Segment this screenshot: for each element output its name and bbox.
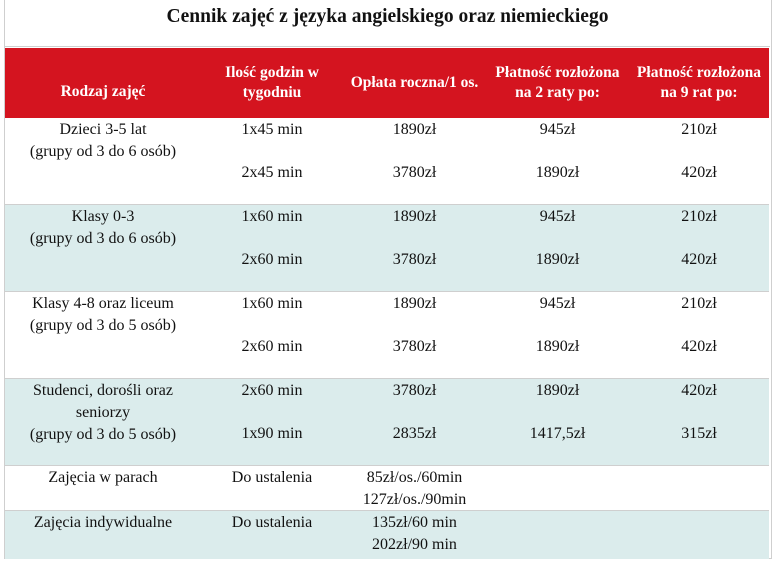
annual-fee-value: 3780zł — [392, 164, 437, 181]
table-row: Zajęcia w parach Do ustalenia 85zł/os./6… — [5, 466, 769, 511]
annual-fee-cell: 85zł/os./60min 127zł/os./90min — [343, 466, 486, 511]
annual-fee-cell: 135zł/60 min 202zł/90 min — [343, 511, 486, 559]
nine-installments-value: 420zł — [681, 251, 717, 268]
class-type-cell: Zajęcia w parach — [5, 466, 201, 511]
nine-installments-value: 210zł — [681, 121, 717, 138]
hours-value: 2x60 min — [241, 382, 303, 399]
hours-value: 1x90 min — [241, 425, 303, 442]
header-two-installments: Płatność rozłożona na 2 raty po: — [495, 64, 620, 101]
annual-fee-value: 1890zł — [392, 208, 437, 225]
annual-fee-cell: 1890zł 3780zł — [343, 205, 486, 292]
two-installments-value: 1890zł — [535, 164, 580, 181]
hours-value: 2x45 min — [241, 164, 303, 181]
class-type-line: Studenci, dorośli oraz — [33, 382, 173, 399]
annual-fee-value: 1890zł — [392, 295, 437, 312]
table-row: Klasy 0-3 (grupy od 3 do 6 osób) 1x60 mi… — [5, 204, 769, 292]
class-type-cell: Klasy 4-8 oraz liceum (grupy od 3 do 5 o… — [5, 292, 201, 379]
nine-installments-value: 420zł — [681, 382, 717, 399]
two-installments-cell — [486, 511, 629, 559]
class-type-line: Dzieci 3-5 lat — [59, 121, 147, 138]
page-frame — [4, 0, 772, 559]
class-type-line: (grupy od 3 do 6 osób) — [29, 230, 177, 247]
class-type-line: Klasy 4-8 oraz liceum — [32, 295, 174, 312]
nine-installments-cell — [629, 466, 769, 511]
annual-fee-value: 85zł/os./60min — [366, 469, 463, 486]
annual-fee-value: 127zł/os./90min — [362, 491, 467, 508]
two-installments-cell: 945zł 1890zł — [486, 205, 629, 292]
two-installments-value: 1890zł — [535, 251, 580, 268]
header-type: Rodzaj zajęć — [60, 83, 146, 100]
title-divider — [4, 46, 770, 47]
annual-fee-cell: 1890zł 3780zł — [343, 118, 486, 205]
class-type-cell: Zajęcia indywidualne — [5, 511, 201, 559]
class-type-cell: Dzieci 3-5 lat (grupy od 3 do 6 osób) — [5, 118, 201, 205]
header-annual: Opłata roczna/1 os. — [350, 74, 479, 91]
annual-fee-value: 3780zł — [392, 382, 437, 399]
hours-cell: 1x60 min 2x60 min — [201, 292, 343, 379]
two-installments-value: 945zł — [539, 121, 576, 138]
annual-fee-cell: 1890zł 3780zł — [343, 292, 486, 379]
hours-value: 1x60 min — [241, 208, 303, 225]
two-installments-value: 1890zł — [535, 338, 580, 355]
hours-value: 1x45 min — [241, 121, 303, 138]
hours-cell: 2x60 min 1x90 min — [201, 379, 343, 466]
table-row: Studenci, dorośli oraz seniorzy (grupy o… — [5, 378, 769, 466]
class-type-line: (grupy od 3 do 5 osób) — [29, 317, 177, 334]
class-type-line: seniorzy — [75, 404, 131, 421]
class-type-cell: Studenci, dorośli oraz seniorzy (grupy o… — [5, 379, 201, 466]
nine-installments-cell: 210zł 420zł — [629, 292, 769, 379]
two-installments-cell — [486, 466, 629, 511]
nine-installments-value: 210zł — [681, 295, 717, 312]
class-type-line: Zajęcia w parach — [48, 469, 158, 486]
annual-fee-cell: 3780zł 2835zł — [343, 379, 486, 466]
two-installments-cell: 945zł 1890zł — [486, 118, 629, 205]
hours-cell: 1x45 min 2x45 min — [201, 118, 343, 205]
class-type-line: Zajęcia indywidualne — [33, 514, 173, 531]
header-row: Rodzaj zajęć Ilość godzin w tygodniu Opł… — [5, 48, 769, 118]
annual-fee-value: 135zł/60 min — [372, 514, 457, 531]
price-table: Rodzaj zajęć Ilość godzin w tygodniu Opł… — [5, 48, 769, 559]
nine-installments-cell: 420zł 315zł — [629, 379, 769, 466]
nine-installments-value: 420zł — [681, 164, 717, 181]
two-installments-value: 1417,5zł — [529, 425, 586, 442]
two-installments-cell: 945zł 1890zł — [486, 292, 629, 379]
two-installments-value: 1890zł — [535, 382, 580, 399]
annual-fee-value: 3780zł — [392, 251, 437, 268]
nine-installments-cell: 210zł 420zł — [629, 205, 769, 292]
table-row: Zajęcia indywidualne Do ustalenia 135zł/… — [5, 510, 769, 559]
hours-value: 2x60 min — [241, 338, 303, 355]
annual-fee-value: 3780zł — [392, 338, 437, 355]
two-installments-value: 945zł — [539, 208, 576, 225]
hours-value: 1x60 min — [241, 295, 303, 312]
class-type-line: (grupy od 3 do 5 osób) — [29, 426, 177, 443]
class-type-line: Klasy 0-3 — [71, 208, 135, 225]
header-hours: Ilość godzin w tygodniu — [225, 64, 319, 101]
hours-cell: 1x60 min 2x60 min — [201, 205, 343, 292]
two-installments-cell: 1890zł 1417,5zł — [486, 379, 629, 466]
nine-installments-cell: 210zł 420zł — [629, 118, 769, 205]
nine-installments-value: 210zł — [681, 208, 717, 225]
hours-value: Do ustalenia — [231, 469, 313, 486]
nine-installments-value: 315zł — [681, 425, 717, 442]
hours-cell: Do ustalenia — [201, 511, 343, 559]
table-row: Klasy 4-8 oraz liceum (grupy od 3 do 5 o… — [5, 292, 769, 379]
hours-value: Do ustalenia — [231, 514, 313, 531]
nine-installments-value: 420zł — [681, 338, 717, 355]
page-title: Cennik zajęć z języka angielskiego oraz … — [166, 6, 609, 27]
annual-fee-value: 2835zł — [392, 425, 437, 442]
annual-fee-value: 1890zł — [392, 121, 437, 138]
nine-installments-cell — [629, 511, 769, 559]
hours-cell: Do ustalenia — [201, 466, 343, 511]
class-type-cell: Klasy 0-3 (grupy od 3 do 6 osób) — [5, 205, 201, 292]
class-type-line: (grupy od 3 do 6 osób) — [29, 143, 177, 160]
header-nine-installments: Płatność rozłożona na 9 rat po: — [636, 64, 762, 101]
annual-fee-value: 202zł/90 min — [372, 536, 457, 553]
hours-value: 2x60 min — [241, 251, 303, 268]
table-row: Dzieci 3-5 lat (grupy od 3 do 6 osób) 1x… — [5, 118, 769, 205]
two-installments-value: 945zł — [539, 295, 576, 312]
